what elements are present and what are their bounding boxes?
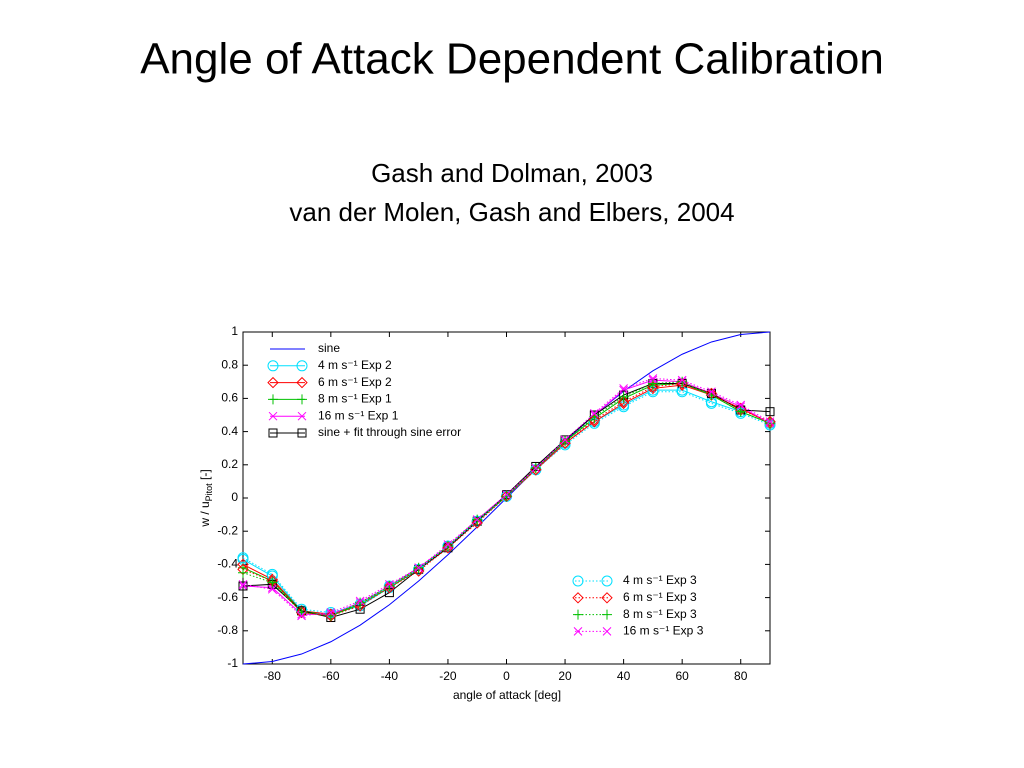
marker <box>297 611 306 621</box>
legend-label: 16 m s⁻¹ Exp 3 <box>623 624 704 638</box>
x-tick-label: 20 <box>558 669 572 683</box>
marker <box>560 436 571 447</box>
legend-marker <box>602 609 612 620</box>
y-tick-label: -0.4 <box>217 557 238 571</box>
legend-label: 6 m s⁻¹ Exp 2 <box>318 375 392 389</box>
y-axis-label: w / uPitot [-] <box>198 469 214 527</box>
legend-marker <box>267 376 279 389</box>
marker <box>617 397 630 410</box>
legend-marker <box>601 592 613 604</box>
marker <box>384 580 395 591</box>
marker <box>443 540 453 549</box>
marker <box>677 375 687 385</box>
legend-marker <box>296 376 308 389</box>
legend-marker <box>297 411 307 421</box>
y-label-part: [-] <box>198 469 212 483</box>
x-tick-label: 40 <box>617 669 631 683</box>
marker <box>707 387 716 397</box>
legend-marker <box>573 627 583 636</box>
marker <box>617 396 630 408</box>
marker <box>735 406 746 417</box>
legend-label: sine <box>318 341 340 355</box>
marker <box>385 579 394 589</box>
marker <box>326 608 336 617</box>
subtitle: van der Molen, Gash and Elbers, 2004 <box>289 197 734 227</box>
legend-marker <box>297 428 307 438</box>
legend-marker <box>573 609 583 620</box>
x-tick-label: 80 <box>734 669 748 683</box>
marker <box>647 378 658 389</box>
x-tick-label: 0 <box>503 669 510 683</box>
legend-label: 4 m s⁻¹ Exp 2 <box>318 358 392 372</box>
x-tick-label: -80 <box>264 669 282 683</box>
y-tick-label: 0.4 <box>221 424 238 438</box>
legend-marker <box>268 394 278 405</box>
legend-marker <box>602 627 612 636</box>
legend-label: 6 m s⁻¹ Exp 3 <box>623 590 697 604</box>
legend-marker <box>268 428 278 438</box>
slide-title: Angle of Attack Dependent Calibration <box>140 35 884 84</box>
x-axis-label: angle of attack [deg] <box>453 688 561 702</box>
marker <box>618 391 629 402</box>
marker <box>765 418 775 429</box>
x-tick-label: -60 <box>322 669 340 683</box>
y-tick-label: -0.6 <box>217 590 238 604</box>
legend-label: sine + fit through sine error <box>318 425 461 439</box>
marker <box>471 517 483 529</box>
y-tick-label: 1 <box>231 324 238 338</box>
y-label-part: w / u <box>198 501 212 527</box>
marker <box>589 408 599 418</box>
marker <box>531 463 541 473</box>
y-tick-label: 0 <box>231 490 238 504</box>
marker <box>765 417 775 426</box>
legend-marker <box>296 360 308 372</box>
marker <box>238 567 248 578</box>
legend-marker <box>268 411 278 421</box>
subtitle: Gash and Dolman, 2003 <box>371 158 653 188</box>
legend-label: 8 m s⁻¹ Exp 1 <box>318 392 392 406</box>
marker <box>237 552 249 564</box>
y-tick-label: 0.2 <box>221 457 238 471</box>
legend-marker <box>267 360 279 372</box>
legend-label: 4 m s⁻¹ Exp 3 <box>623 573 697 587</box>
x-tick-label: 60 <box>675 669 689 683</box>
legend-marker <box>297 394 307 405</box>
legend-label: 8 m s⁻¹ Exp 3 <box>623 607 697 621</box>
y-tick-label: -0.2 <box>217 523 238 537</box>
marker <box>238 581 248 591</box>
marker <box>414 563 424 573</box>
marker <box>677 376 688 387</box>
legend-marker <box>601 575 613 587</box>
y-tick-label: 0.6 <box>221 391 238 405</box>
marker <box>560 435 570 445</box>
marker <box>588 414 601 426</box>
marker <box>267 577 278 588</box>
legend-marker <box>572 592 584 604</box>
marker <box>355 596 365 606</box>
y-tick-label: -0.8 <box>217 623 238 637</box>
y-label-subscript: Pitot <box>204 483 214 502</box>
marker <box>472 515 482 524</box>
legend-marker <box>572 575 584 587</box>
marker <box>442 541 453 552</box>
marker <box>619 384 628 393</box>
y-tick-label: -1 <box>227 656 238 670</box>
y-tick-label: 0.8 <box>221 357 238 371</box>
marker <box>267 584 277 594</box>
x-tick-label: -40 <box>381 669 399 683</box>
marker <box>501 491 512 502</box>
marker <box>736 400 746 410</box>
marker <box>238 579 248 589</box>
marker <box>765 407 775 417</box>
marker <box>502 490 511 500</box>
x-tick-label: -20 <box>439 669 457 683</box>
legend-label: 16 m s⁻¹ Exp 1 <box>318 408 399 422</box>
marker <box>648 374 658 383</box>
